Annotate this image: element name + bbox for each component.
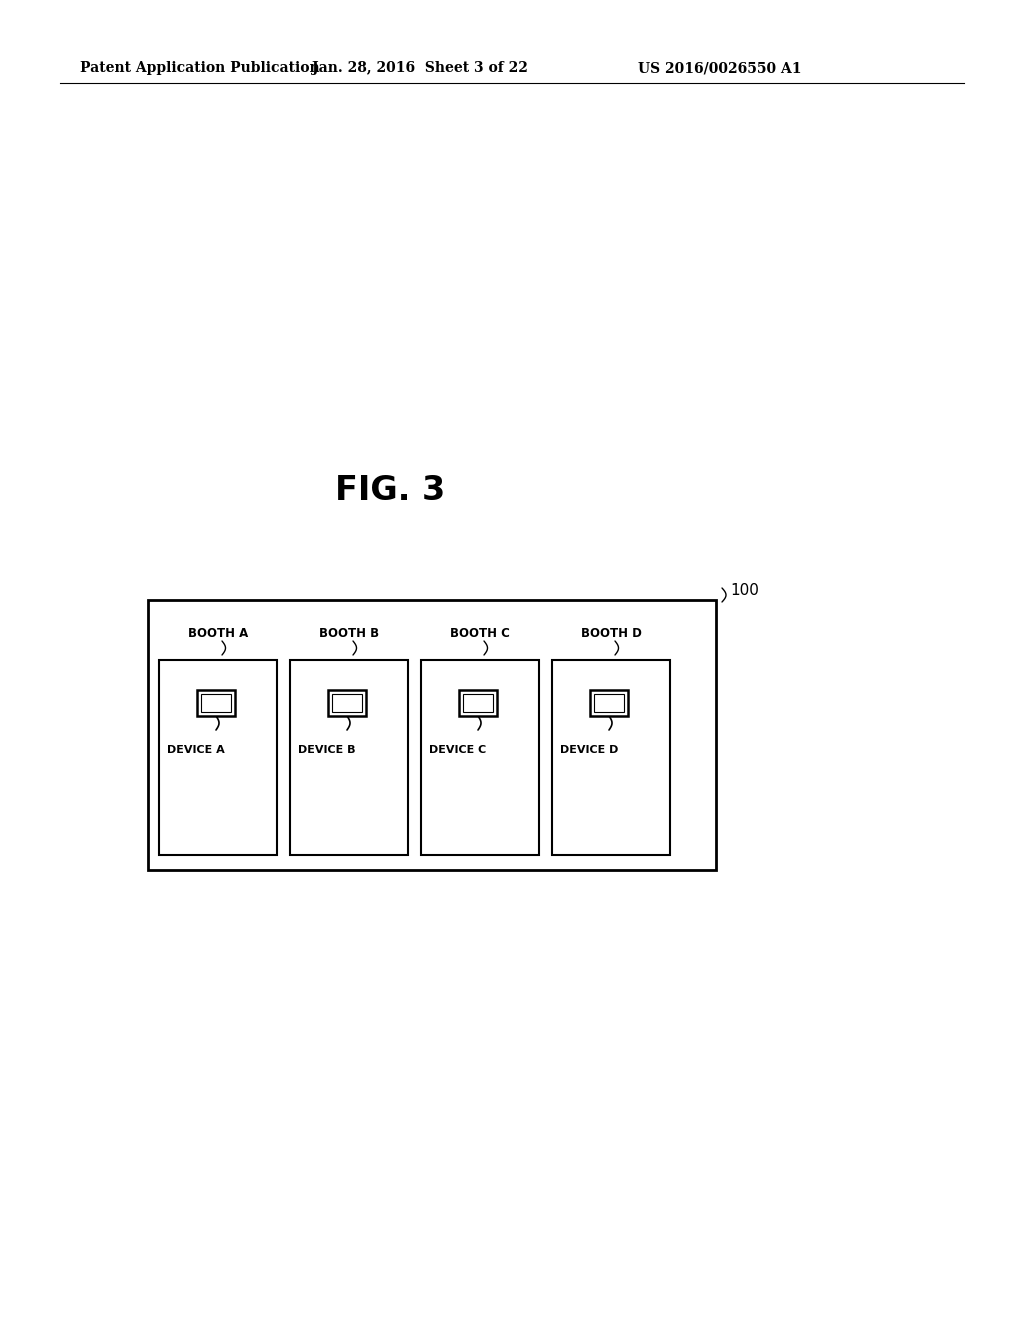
Bar xyxy=(332,694,362,711)
Bar xyxy=(201,694,231,711)
Text: 100: 100 xyxy=(730,583,759,598)
Bar xyxy=(148,601,716,870)
Text: BOOTH B: BOOTH B xyxy=(318,627,379,640)
Bar xyxy=(459,690,497,715)
Bar xyxy=(290,660,408,855)
Text: US 2016/0026550 A1: US 2016/0026550 A1 xyxy=(638,61,802,75)
Bar xyxy=(159,660,278,855)
Text: DEVICE A: DEVICE A xyxy=(167,744,224,755)
Bar xyxy=(197,690,234,715)
Text: BOOTH D: BOOTH D xyxy=(581,627,641,640)
Text: Jan. 28, 2016  Sheet 3 of 22: Jan. 28, 2016 Sheet 3 of 22 xyxy=(312,61,528,75)
Text: DEVICE C: DEVICE C xyxy=(429,744,486,755)
Text: DEVICE B: DEVICE B xyxy=(298,744,355,755)
Bar xyxy=(594,694,624,711)
Bar xyxy=(463,694,493,711)
Text: FIG. 3: FIG. 3 xyxy=(335,474,445,507)
Text: DEVICE D: DEVICE D xyxy=(560,744,618,755)
Bar xyxy=(590,690,628,715)
Bar xyxy=(328,690,366,715)
Text: BOOTH A: BOOTH A xyxy=(187,627,248,640)
Bar xyxy=(421,660,539,855)
Text: Patent Application Publication: Patent Application Publication xyxy=(80,61,319,75)
Text: BOOTH C: BOOTH C xyxy=(451,627,510,640)
Bar xyxy=(552,660,670,855)
